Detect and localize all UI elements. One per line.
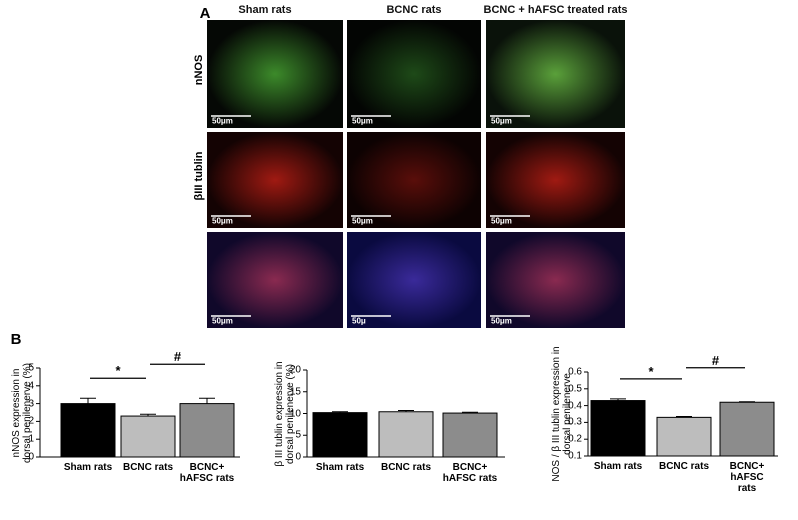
error-bar (398, 409, 414, 412)
y-tick-label: 15 (289, 386, 301, 398)
y-tick-label: 0 (28, 451, 34, 463)
row-title: βIII tublin (192, 151, 205, 201)
bar (719, 401, 775, 457)
y-axis-label: nNOS expression in dorsal penilenerve (%… (11, 362, 33, 463)
scale-bar-label: 50μm (352, 116, 373, 126)
y-tick-label: 3 (28, 398, 34, 410)
y-tick-label: 4 (28, 380, 34, 392)
scale-bar-label: 50μ (352, 316, 366, 326)
x-tick-label: BCNC rats (658, 461, 710, 472)
bar (378, 411, 434, 458)
column-title: BCNC + hAFSC treated rats (483, 3, 628, 16)
y-tick-label: 1 (28, 433, 34, 445)
y-tick-label: 0.5 (568, 383, 582, 395)
scale-bar-label: 50μm (212, 116, 233, 126)
y-tick-label: 10 (289, 408, 301, 419)
error-bar (462, 411, 478, 414)
significance-mark: * (648, 363, 654, 379)
bar (179, 403, 235, 458)
x-tick-label: Sham rats (315, 462, 365, 473)
y-tick-label: 2 (28, 415, 34, 427)
bar (120, 415, 176, 458)
x-tick-label: BCNC+ hAFSC rats (442, 462, 498, 484)
scale-bar-label: 50μm (491, 116, 512, 126)
x-tick-label: Sham rats (593, 461, 643, 472)
micrograph (347, 232, 481, 328)
error-bar (80, 397, 96, 404)
column-title: BCNC rats (386, 3, 442, 16)
x-tick-label: Sham rats (63, 462, 113, 473)
scale-bar-label: 50μm (491, 216, 512, 226)
panel-label: A (199, 4, 211, 22)
micrograph (486, 20, 625, 128)
bar (656, 416, 712, 457)
significance-mark: # (173, 349, 182, 365)
micrograph (207, 20, 343, 128)
bar (442, 412, 498, 458)
y-tick-label: 0 (295, 451, 301, 463)
x-tick-label: BCNC+ hAFSC rats (179, 462, 235, 484)
error-bar (199, 397, 215, 404)
row-title: nNOS (192, 54, 205, 86)
y-tick-label: 0.6 (568, 366, 582, 378)
scale-bar-label: 50μm (352, 216, 373, 226)
micrograph (207, 132, 343, 228)
x-tick-label: BCNC rats (380, 462, 432, 473)
error-bar (332, 411, 348, 413)
y-tick-label: 0.2 (568, 433, 582, 445)
micrograph (486, 132, 625, 228)
bar (590, 400, 646, 457)
micrograph (347, 132, 481, 228)
scale-bar-label: 50μm (212, 316, 233, 326)
error-bar (739, 401, 755, 403)
x-tick-label: BCNC+ hAFSC rats (729, 461, 765, 494)
micrographs (207, 20, 625, 328)
x-tick-label: BCNC rats (122, 462, 174, 473)
y-tick-label: 5 (295, 429, 301, 441)
error-bar (676, 416, 692, 418)
error-bar (140, 413, 156, 417)
column-title: Sham rats (238, 3, 292, 16)
micrograph (486, 232, 625, 328)
y-tick-label: 5 (28, 362, 34, 374)
bar (312, 412, 368, 458)
y-tick-label: 0.1 (568, 450, 582, 462)
y-tick-label: 20 (289, 364, 301, 376)
bar (60, 403, 116, 458)
y-tick-label: 0.3 (568, 416, 582, 428)
y-tick-label: 0.4 (568, 400, 582, 412)
significance-mark: # (711, 352, 720, 368)
scale-bar-label: 50μm (212, 216, 233, 226)
micrograph (207, 232, 343, 328)
significance-mark: * (115, 363, 121, 379)
panel-label: B (10, 330, 22, 348)
error-bar (610, 398, 626, 401)
scale-bar-label: 50μm (491, 316, 512, 326)
micrograph (347, 20, 481, 128)
